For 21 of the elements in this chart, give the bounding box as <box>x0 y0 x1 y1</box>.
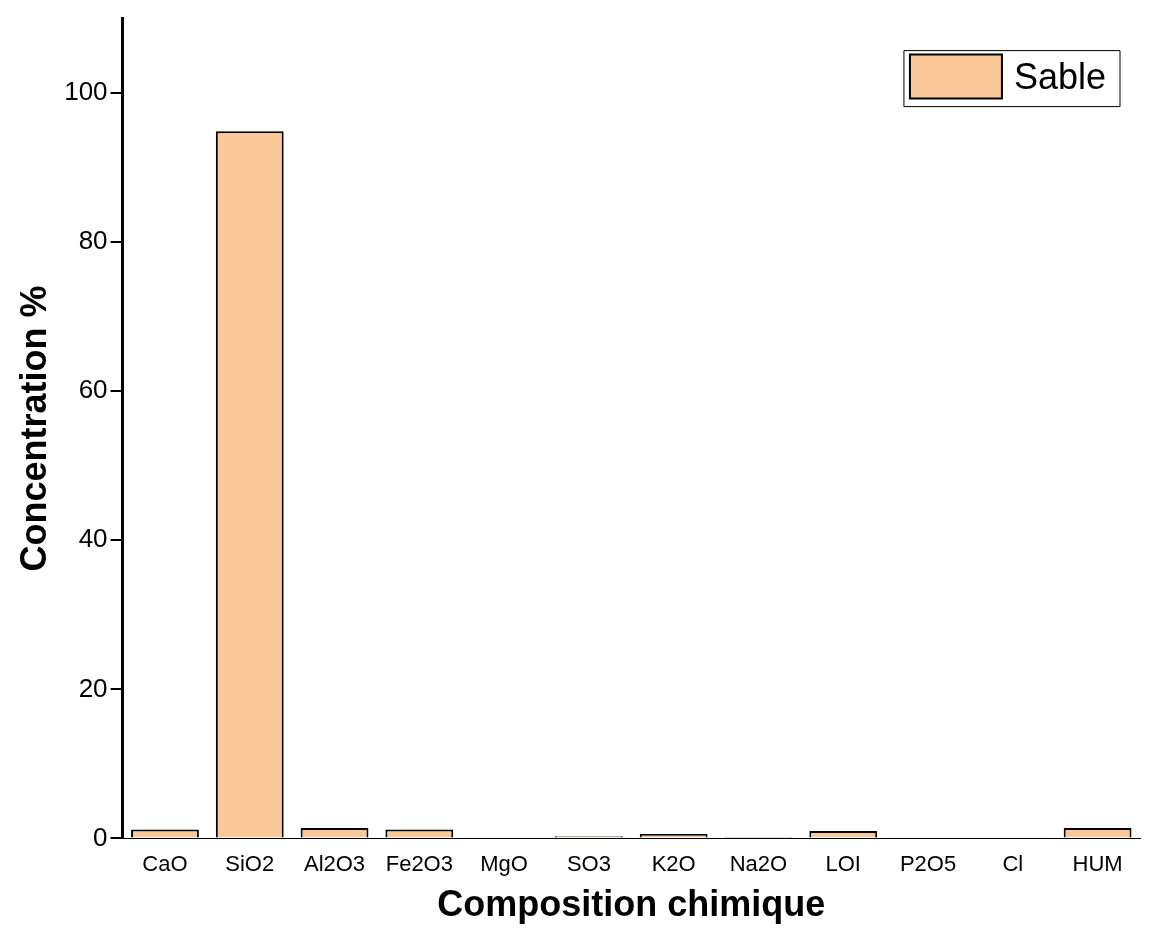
x-tick-label: P2O5 <box>899 850 957 876</box>
x-tick-label: K2O <box>651 850 696 876</box>
x-tick-label: HUM <box>1072 850 1123 876</box>
legend-label: Sable <box>1013 55 1106 97</box>
x-tick-label: MgO <box>480 850 528 876</box>
x-axis-title: Composition chimique <box>437 883 826 925</box>
x-tick-label: SO3 <box>566 850 611 876</box>
x-tick-label: LOI <box>825 850 861 876</box>
x-tick-label: Fe2O3 <box>385 850 453 876</box>
y-tick-label: 0 <box>93 821 108 852</box>
x-tick-label: Na2O <box>729 850 788 876</box>
x-tick-label: SiO2 <box>225 850 275 876</box>
y-tick-label: 100 <box>64 76 108 107</box>
x-tick-label: Al2O3 <box>303 850 366 876</box>
y-tick-label: 20 <box>78 672 108 703</box>
x-tick-label: Cl <box>1002 850 1024 876</box>
x-tick-label: CaO <box>142 850 188 876</box>
y-tick-label: 80 <box>78 225 108 256</box>
y-tick-label: 60 <box>78 374 108 405</box>
y-tick-label: 40 <box>78 523 108 554</box>
y-axis-title: Concentration % <box>12 285 54 572</box>
